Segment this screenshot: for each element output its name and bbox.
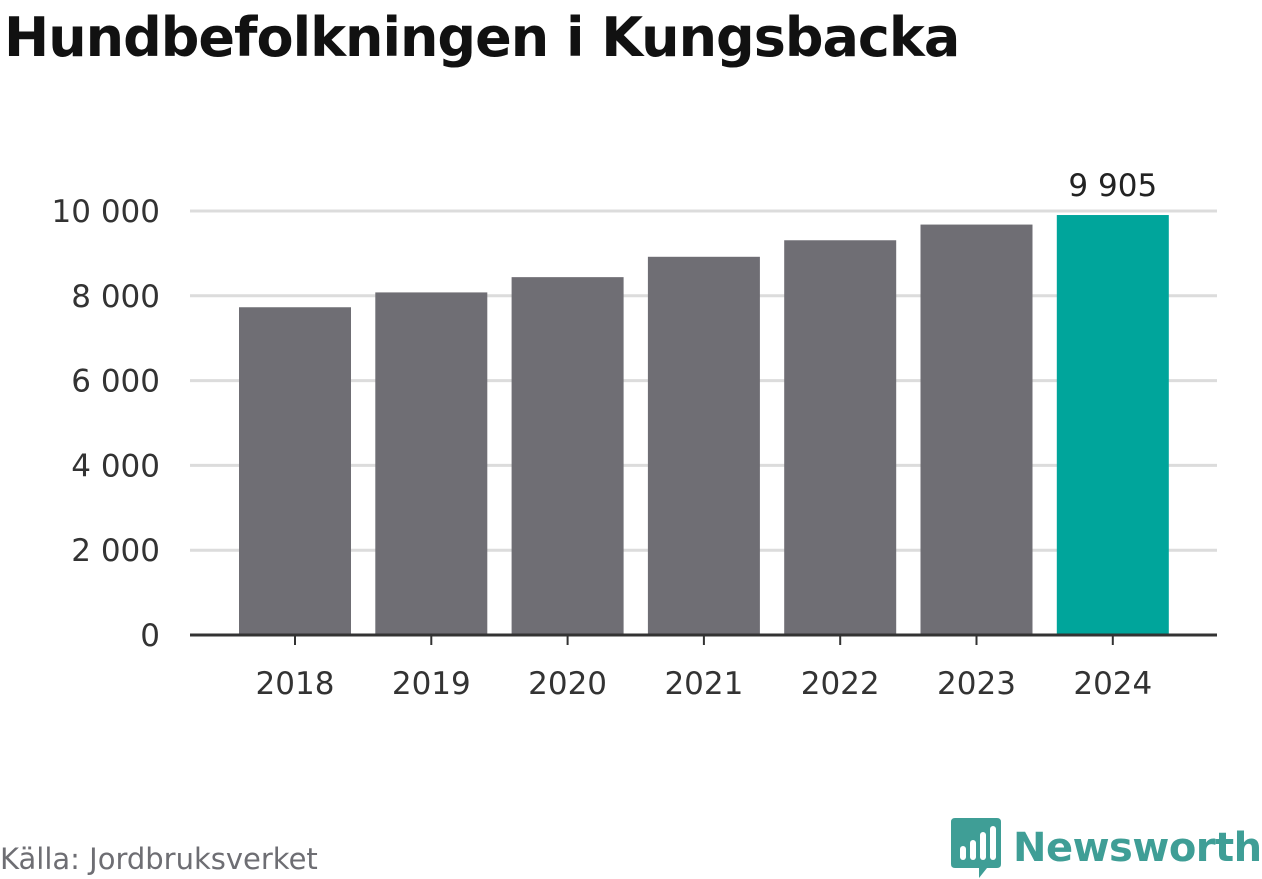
bar: [511, 277, 624, 635]
x-tick-label: 2018: [256, 666, 335, 702]
y-tick-label: 0: [140, 618, 160, 654]
x-tick-label: 2019: [392, 666, 471, 702]
x-tick-label: 2022: [801, 666, 880, 702]
y-tick-label: 4 000: [71, 448, 160, 484]
bar: [1056, 215, 1169, 635]
bar: [647, 256, 760, 635]
data-label: 9 905: [1068, 168, 1157, 204]
x-tick-label: 2021: [664, 666, 743, 702]
newsworthy-logo-icon: [951, 818, 1001, 878]
bar: [239, 307, 351, 635]
y-tick-label: 8 000: [71, 279, 160, 315]
brand-name: Newsworthy: [1013, 825, 1262, 871]
x-tick-label: 2020: [528, 666, 607, 702]
y-tick-label: 6 000: [71, 364, 160, 400]
bar: [784, 240, 897, 636]
newsworthy-brand: Newsworthy: [951, 818, 1262, 878]
source-note: Källa: Jordbruksverket: [0, 842, 318, 876]
bar: [375, 292, 488, 635]
x-tick-label: 2024: [1073, 666, 1152, 702]
x-tick-label: 2023: [937, 666, 1016, 702]
y-tick-label: 2 000: [71, 533, 160, 569]
bar: [920, 224, 1033, 635]
chart-title: Hundbefolkningen i Kungsbacka: [4, 6, 960, 69]
y-tick-label: 10 000: [52, 194, 160, 230]
